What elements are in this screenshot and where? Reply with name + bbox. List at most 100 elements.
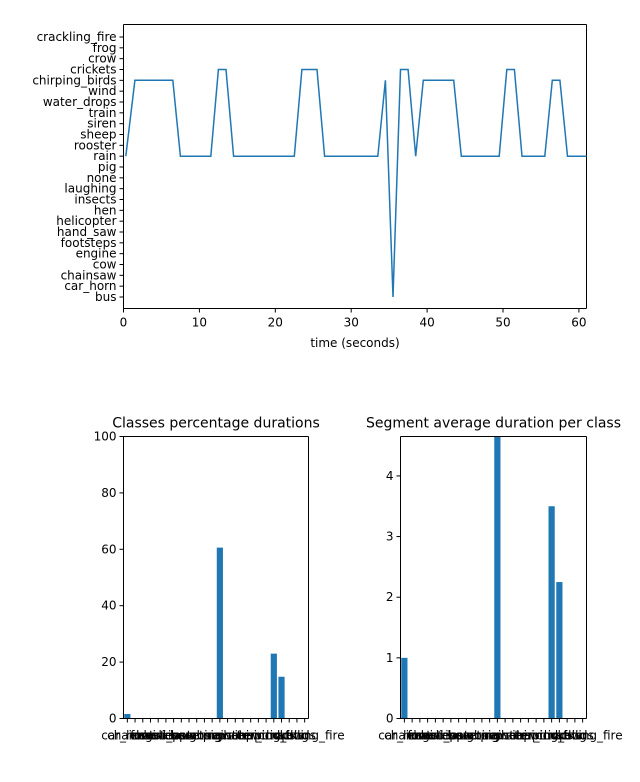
bar xyxy=(494,436,501,719)
x-tick-label: pig xyxy=(480,729,499,743)
x-tick-label: pig xyxy=(203,729,222,743)
x-tick-label: 20 xyxy=(268,316,283,330)
x-tick-label: footsteps xyxy=(130,729,186,743)
x-tick-label: crow xyxy=(553,729,582,743)
x-tick-label: sheep xyxy=(217,729,253,743)
y-tick-label: 1 xyxy=(386,651,394,665)
y-tick-label: 40 xyxy=(101,599,116,613)
y-tick-label: chirping_birds xyxy=(32,73,116,87)
y-tick-label: 3 xyxy=(386,530,394,544)
y-tick-label: hen xyxy=(94,203,117,217)
x-tick-label: 10 xyxy=(192,316,207,330)
x-tick-label: chirping_birds xyxy=(510,729,594,743)
y-tick-label: footsteps xyxy=(61,236,117,250)
y-tick-label: engine xyxy=(76,247,117,261)
chart-title: Segment average duration per class xyxy=(366,416,621,432)
x-tick-label: wind xyxy=(252,729,280,743)
x-tick-label: 60 xyxy=(571,316,586,330)
y-tick-label: 2 xyxy=(386,590,394,604)
segment-average-duration-chart: 0 1 2 3 4 car_hornchainsawcowenginefootstepsh… xyxy=(366,416,623,743)
bar xyxy=(216,547,223,719)
y-tick-label: 100 xyxy=(94,430,117,444)
x-tick-label: hen xyxy=(170,729,193,743)
bar xyxy=(124,713,131,719)
x-tick-label: wind xyxy=(530,729,558,743)
x-tick-label: rooster xyxy=(206,729,249,743)
y-tick-label: 0 xyxy=(386,712,394,726)
x-tick-label: chirping_birds xyxy=(232,729,316,743)
y-tick-label: wind xyxy=(88,84,116,98)
x-tick-label: 30 xyxy=(344,316,359,330)
y-tick-label: 20 xyxy=(101,655,116,669)
y-tick-label: 4 xyxy=(386,469,394,483)
x-tick-label: train xyxy=(514,729,542,743)
x-tick-label: water_drops xyxy=(222,729,296,743)
x-tick-label: cow xyxy=(408,729,432,743)
x-tick-label: crow xyxy=(275,729,304,743)
x-tick-label: hand_saw xyxy=(413,729,473,743)
x-tick-label: footsteps xyxy=(407,729,463,743)
y-tick-label: water_drops xyxy=(43,95,117,109)
x-tick-label: engine xyxy=(407,729,448,743)
timeline-chart: buscar_hornchainsawcowenginefootstepshan… xyxy=(32,24,587,350)
y-tick-label: train xyxy=(89,106,117,120)
y-tick-label: bus xyxy=(95,290,116,304)
x-tick-label: cow xyxy=(131,729,155,743)
x-tick-label: car_horn xyxy=(101,729,153,743)
x-tick-label: chainsaw xyxy=(107,729,163,743)
x-tick-label: rain xyxy=(208,729,231,743)
y-tick-label: crickets xyxy=(70,63,116,77)
y-tick-label: none xyxy=(87,171,117,185)
x-tick-label: frog xyxy=(563,729,587,743)
x-tick-label: none xyxy=(189,729,219,743)
x-tick-label: insects xyxy=(445,729,487,743)
x-tick-label: 50 xyxy=(495,316,510,330)
x-tick-label: helicopter xyxy=(421,729,481,743)
x-tick-label: water_drops xyxy=(499,729,573,743)
x-tick-label: none xyxy=(467,729,497,743)
x-tick-label: helicopter xyxy=(143,729,203,743)
x-tick-label: laughing xyxy=(448,729,500,743)
x-tick-label: rooster xyxy=(484,729,527,743)
bar xyxy=(270,653,277,719)
x-tick-label: sheep xyxy=(495,729,531,743)
y-tick-label: hand_saw xyxy=(57,225,117,239)
y-tick-label: crackling_fire xyxy=(37,30,117,44)
series-line xyxy=(125,68,587,298)
y-tick-label: frog xyxy=(93,41,117,55)
x-tick-label: chainsaw xyxy=(384,729,440,743)
y-tick-label: cow xyxy=(93,258,117,272)
bar xyxy=(556,582,563,719)
chart-title: Classes percentage durations xyxy=(112,416,320,432)
y-tick-label: 80 xyxy=(101,486,116,500)
y-tick-label: rain xyxy=(93,149,116,163)
y-tick-label: chainsaw xyxy=(61,268,117,282)
y-tick-label: laughing xyxy=(64,182,116,196)
x-tick-label: engine xyxy=(130,729,171,743)
percentage-duration-chart: 0 20 40 60 80 100 car_hornchainsawcowenginefoo… xyxy=(94,416,345,743)
x-tick-label: rain xyxy=(486,729,509,743)
x-tick-label: hand_saw xyxy=(136,729,196,743)
x-tick-label: hen xyxy=(447,729,470,743)
y-tick-label: 60 xyxy=(101,542,116,556)
y-tick-label: sheep xyxy=(80,128,116,142)
bar xyxy=(278,676,285,719)
y-tick-label: helicopter xyxy=(56,214,116,228)
x-tick-label: crackling_fire xyxy=(543,729,623,743)
x-tick-label: train xyxy=(237,729,265,743)
x-tick-label: laughing xyxy=(171,729,223,743)
y-tick-label: rooster xyxy=(74,138,117,152)
y-tick-label: car_horn xyxy=(64,279,116,293)
x-tick-label: 40 xyxy=(419,316,434,330)
bar xyxy=(401,657,408,719)
x-tick-label: insects xyxy=(168,729,210,743)
x-tick-label: crackling_fire xyxy=(265,729,345,743)
x-tick-label: siren xyxy=(228,729,257,743)
x-tick-label: crickets xyxy=(536,729,582,743)
y-tick-label: insects xyxy=(74,193,116,207)
x-tick-label: crickets xyxy=(258,729,304,743)
x-tick-label: siren xyxy=(506,729,535,743)
x-axis-label: time (seconds) xyxy=(310,336,399,350)
y-tick-label: 0 xyxy=(109,712,117,726)
